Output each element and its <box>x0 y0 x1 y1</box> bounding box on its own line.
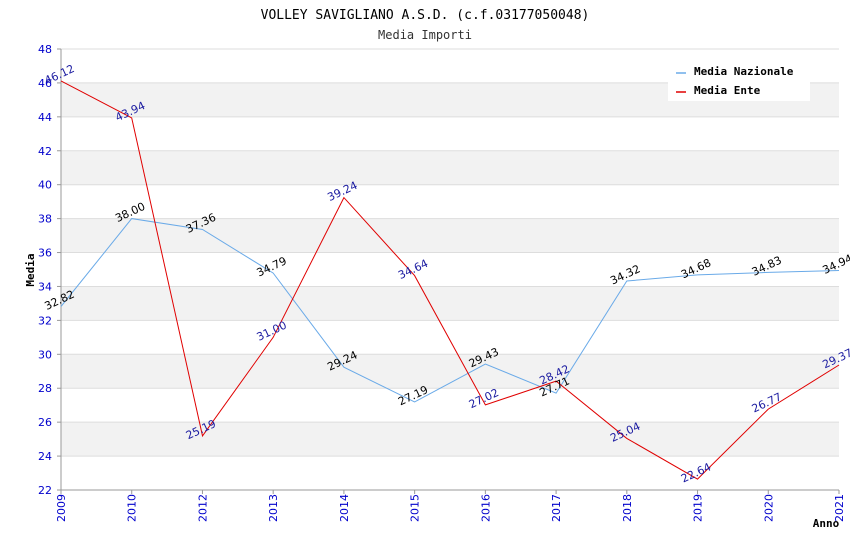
y-tick-label: 48 <box>38 43 52 56</box>
x-axis-label: Anno <box>813 517 840 530</box>
axes <box>60 49 839 491</box>
legend-box <box>668 60 810 101</box>
series-line-media-ente <box>60 80 840 480</box>
x-tick-label: 2020 <box>762 494 775 522</box>
y-tick-label: 46 <box>38 77 52 90</box>
chart-subtitle: Media Importi <box>378 28 472 42</box>
y-tick-label: 26 <box>38 416 52 429</box>
background-bands <box>61 82 839 457</box>
data-label-media-ente: 27.02 <box>467 386 501 411</box>
series-line-media-nazionale <box>60 218 840 403</box>
band <box>61 218 839 253</box>
data-label-media-ente: 22.64 <box>679 460 713 485</box>
y-tick-label: 36 <box>38 247 52 260</box>
x-tick-label: 2019 <box>692 494 705 522</box>
x-tick-label: 2017 <box>550 494 563 522</box>
y-tick-label: 42 <box>38 145 52 158</box>
y-tick-label: 30 <box>38 348 52 361</box>
y-tick-label: 32 <box>38 314 52 327</box>
band <box>61 422 839 457</box>
y-tick-label: 24 <box>38 450 52 463</box>
legend-label-media-ente: Media Ente <box>694 84 761 97</box>
y-tick-label: 44 <box>38 111 52 124</box>
y-tick-label: 22 <box>38 484 52 497</box>
data-label-media-nazionale: 34.83 <box>750 254 784 279</box>
legend-label-media-nazionale: Media Nazionale <box>694 65 794 78</box>
data-label-media-ente: 26.77 <box>750 390 784 415</box>
x-tick-label: 2012 <box>196 494 209 522</box>
y-tick-label: 34 <box>38 280 52 293</box>
x-tick-label: 2015 <box>409 494 422 522</box>
x-tick-label: 2013 <box>267 494 280 522</box>
data-label-media-nazionale: 34.94 <box>820 252 850 277</box>
series-lines <box>60 80 840 480</box>
y-tick-label: 38 <box>38 213 52 226</box>
y-axis-ticks: 22 24 26 28 30 32 34 36 38 40 42 44 46 48 <box>38 43 61 497</box>
y-tick-label: 40 <box>38 179 52 192</box>
x-tick-label: 2018 <box>621 494 634 522</box>
gridlines <box>61 48 839 491</box>
y-axis-label: Media <box>24 253 37 286</box>
chart-title: VOLLEY SAVIGLIANO A.S.D. (c.f.0317705004… <box>261 8 590 23</box>
data-label-media-nazionale: 34.68 <box>679 256 713 281</box>
band <box>61 150 839 185</box>
legend: Media Nazionale Media Ente <box>668 60 810 101</box>
x-tick-label: 2010 <box>126 494 139 522</box>
band <box>61 286 839 321</box>
x-tick-label: 2021 <box>833 494 846 522</box>
data-label-media-nazionale: 34.79 <box>255 254 289 279</box>
y-tick-label: 28 <box>38 382 52 395</box>
x-tick-label: 2009 <box>55 494 68 522</box>
x-axis-ticks: 2009 2010 2012 2013 2014 2015 2016 2017 2018 2019… <box>55 490 846 522</box>
x-tick-label: 2016 <box>479 494 492 522</box>
x-tick-label: 2014 <box>338 494 351 522</box>
